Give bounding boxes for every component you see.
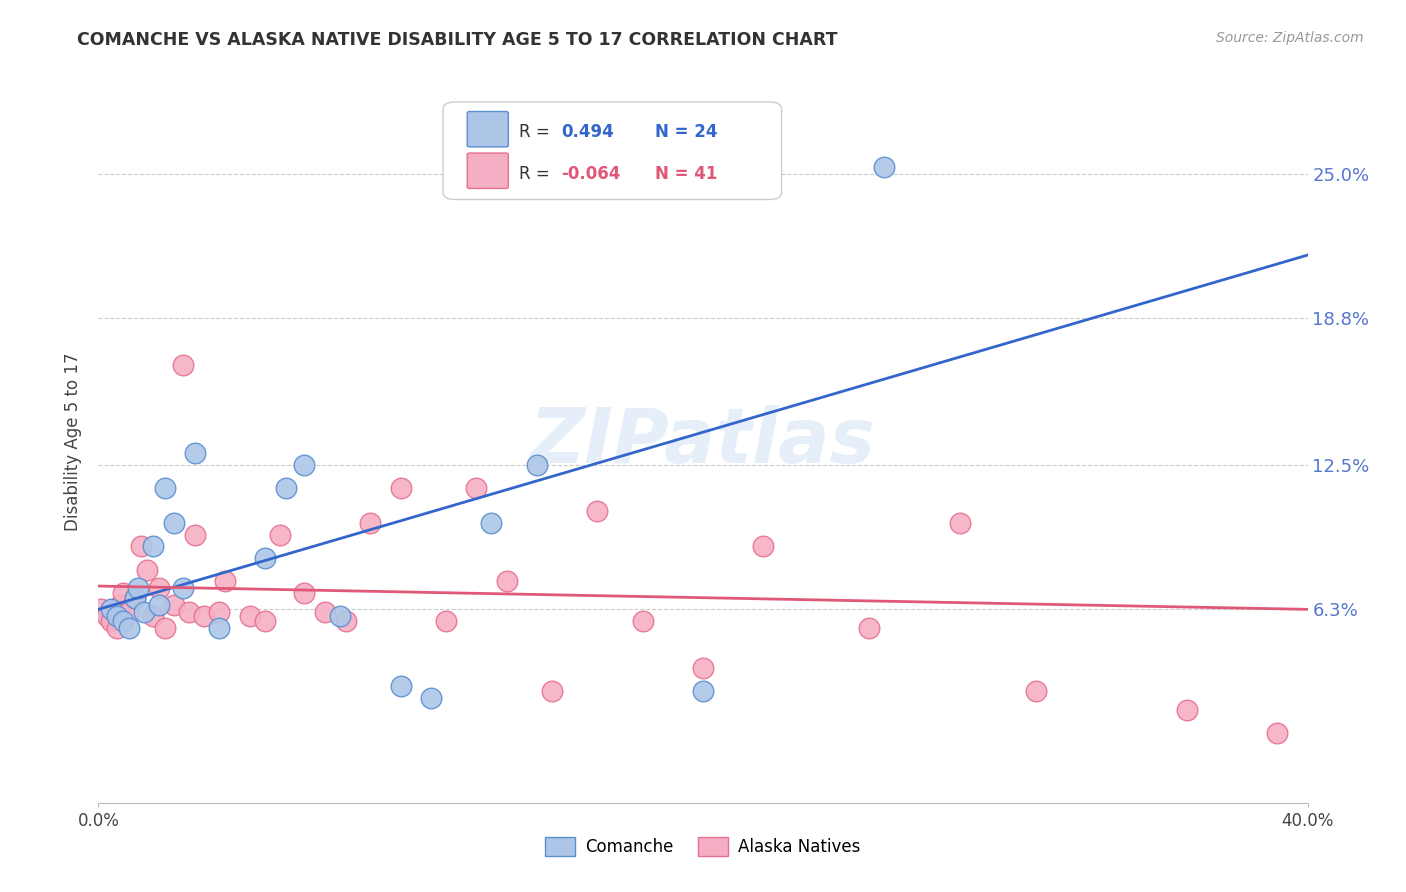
Point xyxy=(292,586,315,600)
Point xyxy=(1024,684,1046,698)
Point xyxy=(434,614,457,628)
Point xyxy=(465,481,488,495)
FancyBboxPatch shape xyxy=(443,102,782,200)
Point xyxy=(329,609,352,624)
Text: R =: R = xyxy=(519,123,550,142)
Point xyxy=(135,563,157,577)
FancyBboxPatch shape xyxy=(467,112,509,147)
FancyBboxPatch shape xyxy=(467,153,509,188)
Point xyxy=(389,481,412,495)
Point xyxy=(269,528,291,542)
Text: ZIPatlas: ZIPatlas xyxy=(530,405,876,478)
Point xyxy=(100,602,122,616)
Point xyxy=(495,574,517,589)
Point xyxy=(172,582,194,596)
Point xyxy=(292,458,315,472)
Point xyxy=(142,540,165,554)
Point xyxy=(692,684,714,698)
Point xyxy=(540,684,562,698)
Point xyxy=(692,660,714,674)
Point xyxy=(118,621,141,635)
Point xyxy=(360,516,382,530)
Point xyxy=(208,605,231,619)
Point xyxy=(752,540,775,554)
Point xyxy=(335,614,357,628)
Point xyxy=(253,551,276,566)
Point xyxy=(129,540,152,554)
Point xyxy=(124,591,146,605)
Point xyxy=(108,598,131,612)
Point xyxy=(1175,702,1198,716)
Point xyxy=(100,614,122,628)
Point xyxy=(858,621,880,635)
Point xyxy=(105,609,128,624)
Point xyxy=(96,609,118,624)
Point xyxy=(420,690,443,705)
Point xyxy=(163,598,186,612)
Point xyxy=(148,582,170,596)
Legend: Comanche, Alaska Natives: Comanche, Alaska Natives xyxy=(538,830,868,863)
Point xyxy=(214,574,236,589)
Point xyxy=(274,481,297,495)
Point xyxy=(105,621,128,635)
Point xyxy=(873,160,896,174)
Point xyxy=(124,591,146,605)
Text: -0.064: -0.064 xyxy=(561,165,621,183)
Point xyxy=(90,602,112,616)
Y-axis label: Disability Age 5 to 17: Disability Age 5 to 17 xyxy=(65,352,83,531)
Point xyxy=(949,516,972,530)
Point xyxy=(118,605,141,619)
Point xyxy=(239,609,262,624)
Point xyxy=(184,446,207,460)
Point xyxy=(253,614,276,628)
Point xyxy=(631,614,654,628)
Point xyxy=(153,481,176,495)
Point xyxy=(132,605,155,619)
Point xyxy=(526,458,548,472)
Point xyxy=(586,504,609,518)
Point xyxy=(148,598,170,612)
Text: R =: R = xyxy=(519,165,550,183)
Point xyxy=(314,605,336,619)
Text: Source: ZipAtlas.com: Source: ZipAtlas.com xyxy=(1216,31,1364,45)
Point xyxy=(184,528,207,542)
Point xyxy=(481,516,503,530)
Point xyxy=(127,582,149,596)
Point xyxy=(208,621,231,635)
Text: N = 41: N = 41 xyxy=(655,165,717,183)
Point xyxy=(153,621,176,635)
Point xyxy=(179,605,201,619)
Point xyxy=(142,609,165,624)
Point xyxy=(1267,726,1289,740)
Point xyxy=(172,358,194,372)
Point xyxy=(193,609,215,624)
Point xyxy=(163,516,186,530)
Point xyxy=(111,586,134,600)
Text: COMANCHE VS ALASKA NATIVE DISABILITY AGE 5 TO 17 CORRELATION CHART: COMANCHE VS ALASKA NATIVE DISABILITY AGE… xyxy=(77,31,838,49)
Point xyxy=(111,614,134,628)
Text: N = 24: N = 24 xyxy=(655,123,717,142)
Text: 0.494: 0.494 xyxy=(561,123,614,142)
Point xyxy=(389,679,412,693)
